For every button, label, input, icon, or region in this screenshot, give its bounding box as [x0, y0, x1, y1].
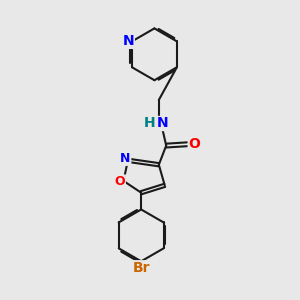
Text: O: O — [188, 137, 200, 151]
Text: Br: Br — [132, 261, 150, 275]
Text: N: N — [157, 116, 168, 130]
Text: H: H — [144, 116, 155, 130]
Text: N: N — [120, 152, 131, 165]
Text: O: O — [115, 175, 125, 188]
Text: N: N — [123, 34, 134, 48]
